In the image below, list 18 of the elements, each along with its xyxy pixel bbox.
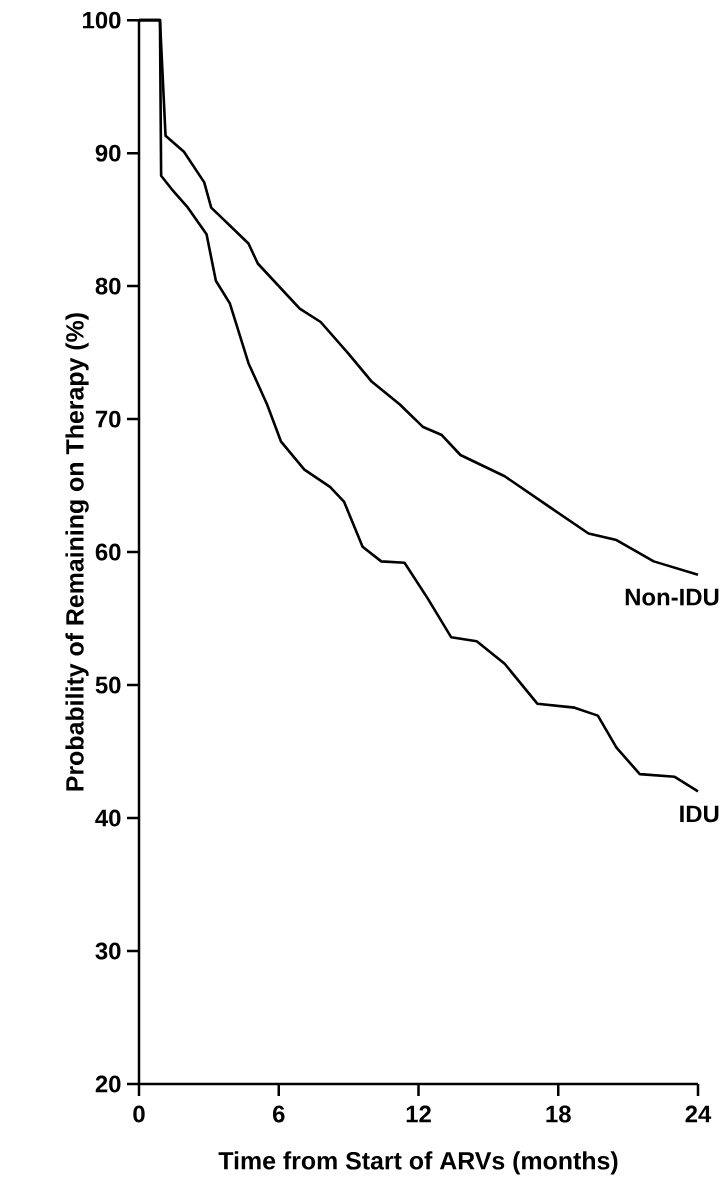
series-label: IDU (680, 805, 719, 823)
x-tick-label: 12 (406, 1105, 431, 1123)
y-tick-label: 60 (95, 543, 121, 561)
x-tick-label: 24 (685, 1105, 712, 1123)
y-tick-label: 40 (95, 809, 121, 827)
y-axis-title: Probability of Remaining on Therapy (%) (65, 313, 89, 791)
y-tick-label: 50 (95, 676, 121, 694)
y-tick-label: 90 (95, 144, 121, 162)
y-tick-label: 100 (83, 11, 121, 29)
y-tick-label: 70 (95, 410, 121, 428)
x-tick-label: 6 (272, 1105, 285, 1123)
y-tick-label: 20 (95, 1075, 121, 1093)
x-tick-label: 18 (546, 1105, 571, 1123)
x-tick-label: 0 (133, 1105, 145, 1123)
series-label: Non-IDU (625, 588, 719, 606)
y-tick-label: 80 (95, 277, 121, 295)
x-axis-title: Time from Start of ARVs (months) (218, 1151, 618, 1175)
y-tick-label: 30 (95, 942, 121, 960)
